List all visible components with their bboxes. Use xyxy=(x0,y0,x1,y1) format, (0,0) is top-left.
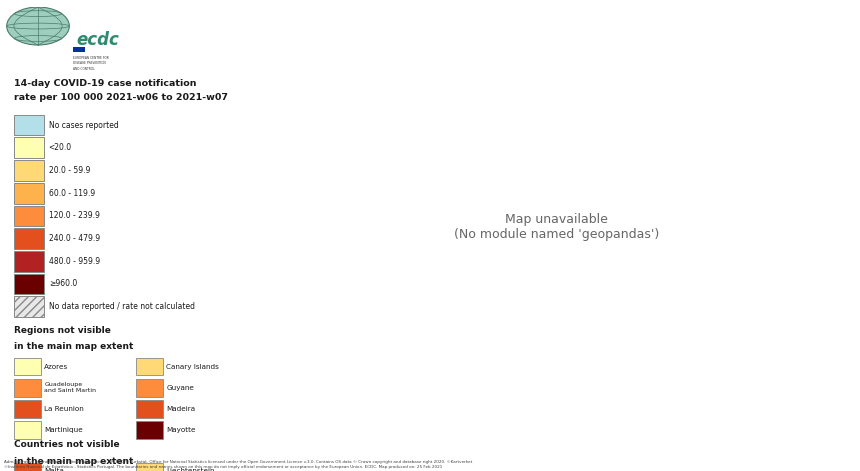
Text: 480.0 - 959.9: 480.0 - 959.9 xyxy=(49,257,100,266)
Text: Regions not visible: Regions not visible xyxy=(15,326,111,335)
Bar xyxy=(15,379,41,397)
Text: 240.0 - 479.9: 240.0 - 479.9 xyxy=(49,234,100,243)
Bar xyxy=(15,296,44,317)
Bar xyxy=(15,357,41,375)
Text: 20.0 - 59.9: 20.0 - 59.9 xyxy=(49,166,90,175)
Bar xyxy=(136,463,163,471)
Bar xyxy=(136,379,163,397)
Text: Madeira: Madeira xyxy=(166,406,195,412)
Text: La Reunion: La Reunion xyxy=(45,406,84,412)
Text: EUROPEAN CENTRE FOR: EUROPEAN CENTRE FOR xyxy=(73,56,108,60)
Text: Malta: Malta xyxy=(45,468,64,471)
Text: Azores: Azores xyxy=(45,364,69,370)
Bar xyxy=(136,421,163,439)
Text: Martinique: Martinique xyxy=(45,427,83,433)
Bar xyxy=(15,463,41,471)
Text: Guadeloupe
and Saint Martin: Guadeloupe and Saint Martin xyxy=(45,382,96,393)
Circle shape xyxy=(7,7,70,45)
Bar xyxy=(15,115,44,136)
Bar xyxy=(15,251,44,272)
Bar xyxy=(15,421,41,439)
Bar xyxy=(15,138,44,158)
Text: <20.0: <20.0 xyxy=(49,143,72,152)
Text: Guyane: Guyane xyxy=(166,385,194,390)
Text: in the main map extent: in the main map extent xyxy=(15,342,134,351)
Text: Mayotte: Mayotte xyxy=(166,427,196,433)
Bar xyxy=(15,274,44,294)
Bar xyxy=(15,183,44,203)
Bar xyxy=(15,160,44,181)
Text: rate per 100 000 2021-w06 to 2021-w07: rate per 100 000 2021-w06 to 2021-w07 xyxy=(15,93,229,102)
Text: 120.0 - 239.9: 120.0 - 239.9 xyxy=(49,211,100,220)
Text: No cases reported: No cases reported xyxy=(49,121,119,130)
Bar xyxy=(15,205,44,226)
Text: Countries not visible: Countries not visible xyxy=(15,440,120,449)
Text: Canary Islands: Canary Islands xyxy=(166,364,219,370)
Bar xyxy=(73,47,85,52)
Bar xyxy=(15,228,44,249)
Text: ecdc: ecdc xyxy=(77,31,120,49)
Text: Map unavailable
(No module named 'geopandas'): Map unavailable (No module named 'geopan… xyxy=(454,213,660,241)
Text: in the main map extent: in the main map extent xyxy=(15,457,134,466)
Bar xyxy=(136,400,163,418)
Text: AND CONTROL: AND CONTROL xyxy=(73,67,95,71)
Bar xyxy=(15,400,41,418)
Text: 60.0 - 119.9: 60.0 - 119.9 xyxy=(49,189,95,198)
Text: No data reported / rate not calculated: No data reported / rate not calculated xyxy=(49,302,194,311)
Text: Liechtenstein: Liechtenstein xyxy=(166,468,215,471)
Text: 14-day COVID-19 case notification: 14-day COVID-19 case notification xyxy=(15,79,197,88)
Text: Administrative boundaries: © EuroGeographics © UN-FAO © Turkstat. Office for Nat: Administrative boundaries: © EuroGeograp… xyxy=(4,460,472,469)
Text: ≥960.0: ≥960.0 xyxy=(49,279,77,288)
Bar xyxy=(136,357,163,375)
Text: DISEASE PREVENTION: DISEASE PREVENTION xyxy=(73,62,106,65)
